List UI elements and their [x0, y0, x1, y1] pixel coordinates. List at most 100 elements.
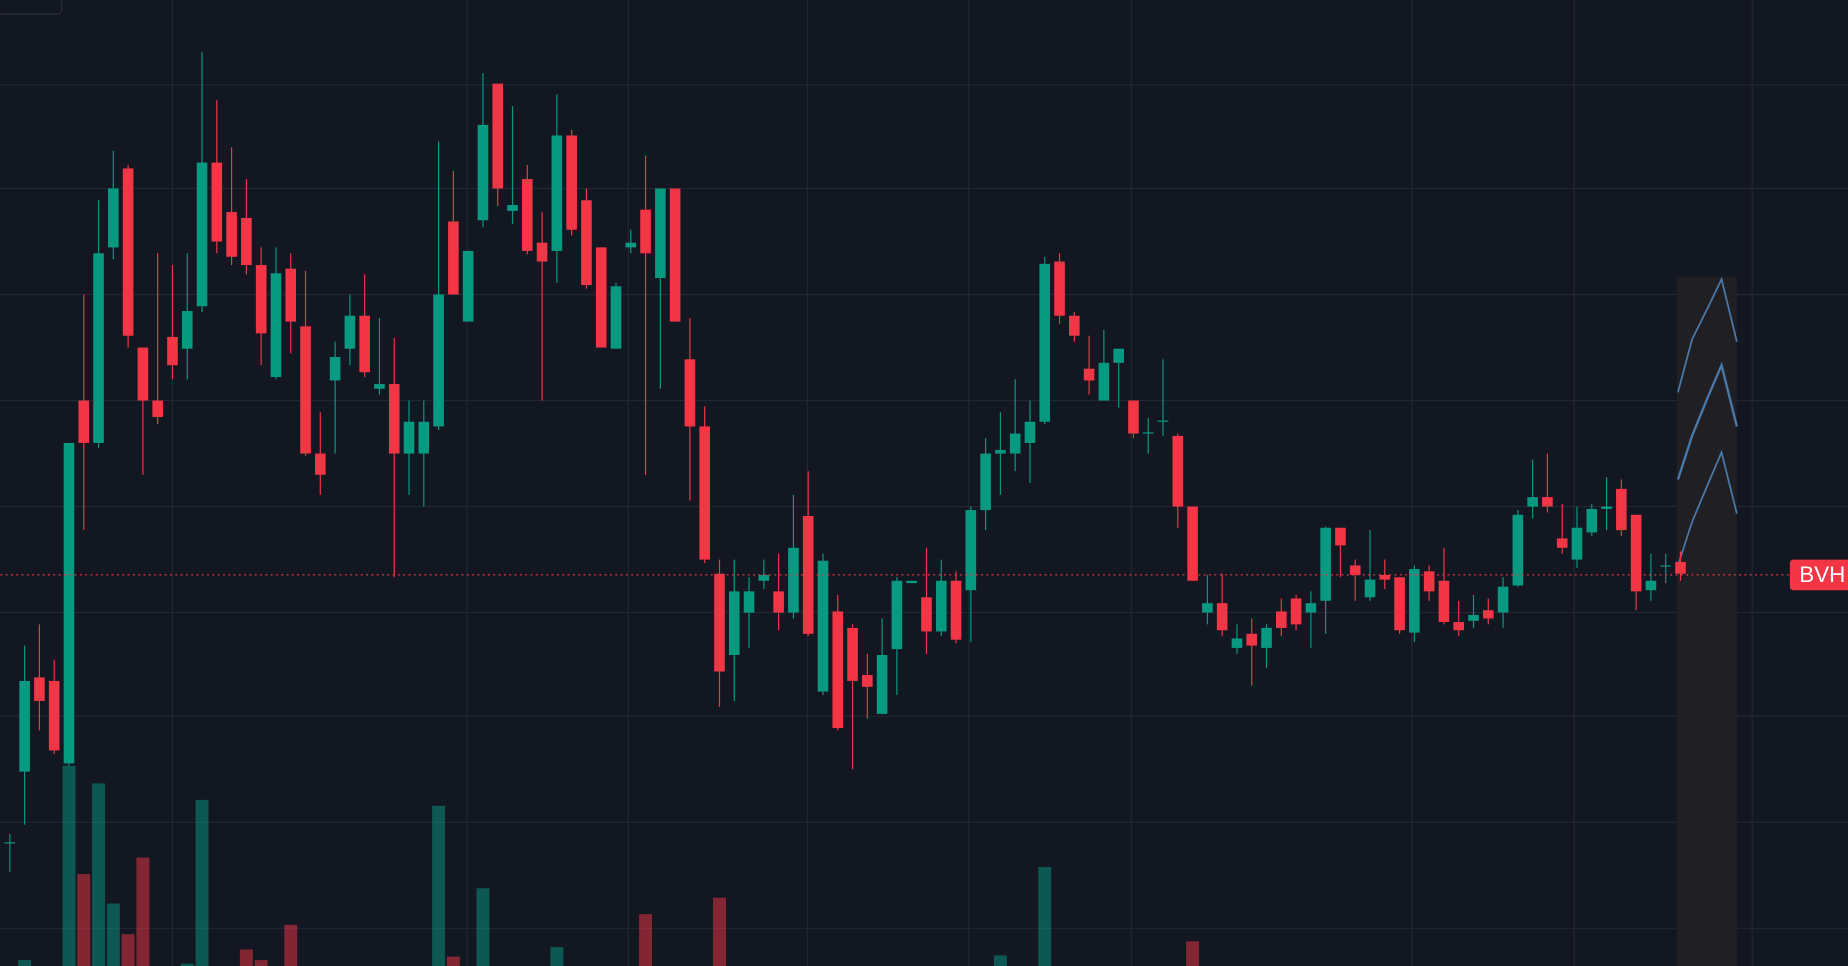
candle-body — [93, 253, 104, 443]
volume-bar — [121, 934, 135, 966]
candle-body — [669, 188, 681, 322]
volume-bar — [550, 947, 564, 966]
candle-body — [1305, 603, 1317, 613]
volume-bar — [180, 963, 194, 966]
candle-body — [980, 453, 991, 511]
candle-body — [1438, 580, 1450, 623]
candle-body — [152, 400, 163, 418]
candle-body — [1616, 488, 1627, 531]
marks — [4, 51, 1686, 966]
candle-body — [773, 591, 784, 613]
volume-bar — [62, 765, 76, 966]
candle-body — [1290, 598, 1302, 625]
candle-body — [743, 591, 755, 613]
candle-body — [891, 580, 903, 650]
volume-bar — [18, 960, 32, 966]
candle-body — [1482, 610, 1494, 619]
candle-body — [448, 221, 459, 295]
symbol-label: BVH — [1799, 562, 1845, 587]
candle-body — [1349, 565, 1361, 575]
candle-body — [1172, 435, 1184, 507]
candle-body — [1231, 638, 1243, 648]
candle-body — [817, 560, 829, 692]
candle-body — [655, 188, 666, 279]
candle-body — [1645, 580, 1657, 591]
candle-body — [329, 356, 341, 381]
volume-bar — [639, 914, 653, 966]
candle-body — [551, 135, 563, 251]
candle-body — [935, 580, 947, 632]
candle-body — [122, 168, 134, 336]
candle-body — [1586, 508, 1598, 533]
candle-body — [1660, 565, 1672, 567]
candle-body — [477, 124, 489, 221]
candle-body — [1128, 400, 1139, 434]
candle-body — [1556, 538, 1568, 548]
candle-body — [832, 611, 844, 729]
candle-body — [1202, 603, 1213, 613]
candle-body — [4, 842, 16, 844]
candle-body — [1675, 561, 1686, 574]
candle-body — [63, 442, 75, 764]
candle-body — [1512, 514, 1524, 586]
candle-body — [758, 574, 770, 581]
symbol-badge — [1789, 559, 1848, 591]
candle-body — [1468, 614, 1479, 621]
candle-body — [418, 421, 430, 454]
candle-body — [610, 286, 622, 349]
candle-body — [536, 242, 548, 262]
candle-body — [241, 217, 252, 266]
volume-bar — [446, 956, 460, 966]
candle-body — [595, 247, 607, 348]
candle-body — [921, 597, 932, 632]
candle-body — [684, 359, 696, 427]
candle-body — [1453, 622, 1465, 631]
candle-body — [1054, 261, 1065, 316]
candle-body — [1571, 527, 1583, 560]
candle-body — [300, 326, 311, 454]
volume-bar — [239, 949, 253, 966]
candle-body — [1364, 579, 1376, 598]
volume-bar — [254, 960, 268, 966]
candle-body — [1335, 527, 1346, 546]
candle-body — [965, 510, 977, 591]
candle-body — [196, 162, 208, 307]
candle-body — [802, 515, 814, 634]
candle-body — [48, 680, 60, 751]
candle-body — [521, 179, 533, 251]
candle-body — [1216, 603, 1228, 631]
candle-body — [433, 294, 444, 427]
candle-body — [1320, 527, 1331, 601]
candle-body — [906, 580, 917, 584]
volume-bar — [476, 888, 490, 966]
candle-body — [315, 453, 326, 475]
forecast-line — [1677, 276, 1738, 393]
volume-bar — [993, 955, 1007, 966]
candle-body — [1261, 627, 1272, 648]
candle-body — [1246, 633, 1258, 646]
candle-body — [492, 83, 504, 189]
forecast-zone — [1676, 276, 1737, 966]
volume-bar — [284, 924, 298, 966]
candle-body — [1423, 571, 1435, 592]
candle-body — [699, 426, 711, 560]
candle-body — [876, 654, 888, 714]
candle-body — [788, 547, 799, 613]
candle-body — [1497, 586, 1509, 613]
candle-body — [374, 384, 385, 389]
candle-body — [728, 591, 740, 655]
candle-body — [1069, 315, 1080, 336]
candle-body — [847, 627, 858, 681]
volume-bar — [92, 783, 106, 966]
volume-bar — [432, 805, 446, 966]
candle-body — [507, 204, 518, 211]
candle-body — [211, 162, 223, 242]
candle-body — [1409, 568, 1420, 633]
candle-body — [285, 268, 297, 322]
candle-body — [108, 188, 119, 248]
candle-body — [1542, 497, 1553, 507]
candle-body — [19, 680, 30, 772]
